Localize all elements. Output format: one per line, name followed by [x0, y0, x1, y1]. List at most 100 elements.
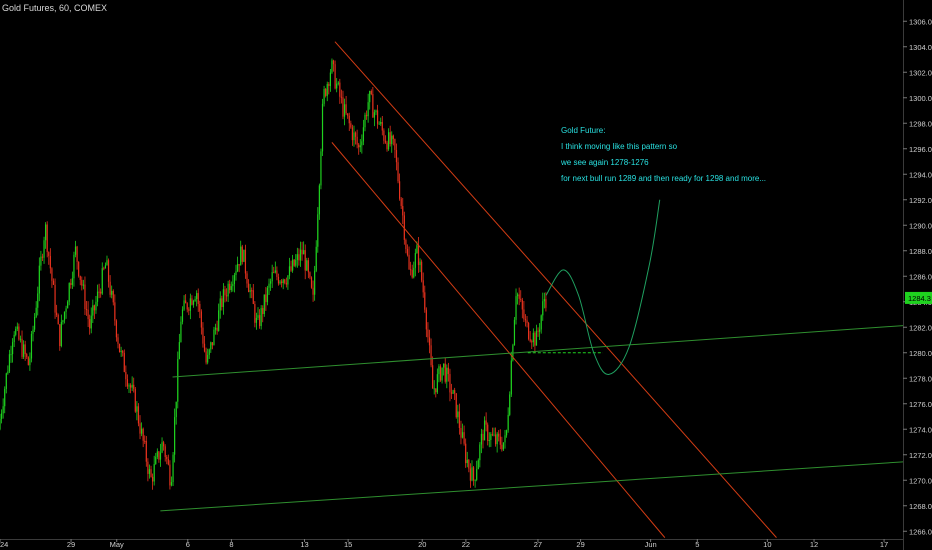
candle [54, 278, 56, 319]
candle-body [8, 354, 11, 372]
candle [406, 244, 409, 257]
candle [260, 305, 262, 330]
candle [166, 454, 168, 465]
candle-body [181, 309, 184, 322]
candle-body [460, 427, 462, 438]
candle [395, 143, 398, 171]
candle-body [13, 334, 15, 343]
candle-body [227, 283, 229, 297]
price-axis: 1266.0 1268.0 1270.0 1272.0 1274.0 1276.0 1278… [903, 0, 932, 550]
candle-body [469, 468, 472, 481]
candle [233, 272, 236, 293]
candle-body [74, 246, 77, 255]
price-tick-label: 1274.0 [909, 425, 932, 434]
candle-body [326, 84, 328, 96]
candle-body [446, 367, 448, 382]
candle-body [82, 284, 84, 286]
candle [249, 283, 251, 299]
candle-body [214, 327, 217, 330]
candle [460, 420, 462, 445]
candle-body [265, 294, 267, 303]
candle-body [180, 321, 182, 343]
candle [524, 314, 527, 327]
candle-body [441, 367, 443, 381]
candle [207, 348, 209, 365]
candle [354, 131, 357, 145]
candle-body [376, 110, 379, 124]
candle [180, 316, 182, 343]
candle [51, 267, 53, 288]
candle [339, 78, 341, 104]
candle-body [236, 264, 239, 272]
candle-body [471, 467, 473, 481]
price-tick-label: 1302.0 [909, 68, 932, 77]
candle [5, 372, 7, 394]
price-tick-label: 1294.0 [909, 170, 932, 179]
candle-body [430, 345, 432, 366]
candle-body [474, 479, 476, 481]
candle [93, 304, 95, 320]
candle [247, 279, 250, 293]
candle [323, 85, 325, 107]
candle [140, 422, 143, 437]
candle [0, 413, 1, 431]
candle-body [312, 287, 314, 295]
candle-body [449, 374, 451, 393]
candle-body [318, 185, 320, 215]
candle [211, 342, 213, 350]
candle-body [252, 290, 254, 304]
candle [469, 463, 472, 488]
candle [67, 300, 69, 309]
candle-body [100, 291, 102, 294]
candle-body [494, 434, 497, 445]
candle [515, 288, 517, 325]
candle [68, 282, 70, 306]
candle-body [211, 342, 213, 346]
candle [276, 266, 278, 281]
candle [194, 296, 196, 302]
candle-body [224, 289, 226, 296]
candle-body [321, 103, 324, 152]
candle [359, 139, 361, 153]
candle-body [299, 249, 302, 261]
candle [189, 293, 191, 320]
candle [474, 479, 476, 488]
candle [490, 432, 492, 447]
candle [0, 409, 3, 424]
candle [436, 368, 438, 394]
candle [331, 58, 333, 74]
candle [158, 450, 160, 463]
candle [117, 333, 119, 349]
candle-body [285, 282, 287, 285]
candle-body [230, 286, 232, 291]
candle [90, 307, 92, 334]
candle-body [443, 363, 445, 368]
candle [107, 258, 110, 288]
candle [372, 86, 374, 118]
candle [19, 335, 22, 343]
candle-body [293, 259, 295, 266]
candle [303, 241, 305, 255]
candle [306, 257, 308, 271]
candle [210, 341, 212, 353]
candle-body [535, 330, 538, 346]
candle-body [235, 271, 237, 276]
candle [227, 280, 229, 302]
candle-body [452, 390, 454, 394]
candle-body [342, 97, 344, 117]
candle [535, 324, 538, 346]
candle-body [258, 315, 261, 327]
candle-body [233, 275, 236, 284]
candle-body [328, 84, 330, 86]
candle [81, 276, 83, 291]
candle-body [246, 273, 248, 284]
candle [332, 59, 335, 72]
candle [229, 279, 231, 294]
candle [422, 272, 424, 298]
candle [502, 442, 505, 451]
candle [186, 302, 188, 313]
candle-body [463, 432, 465, 444]
candle [147, 458, 149, 482]
candle [493, 427, 495, 437]
